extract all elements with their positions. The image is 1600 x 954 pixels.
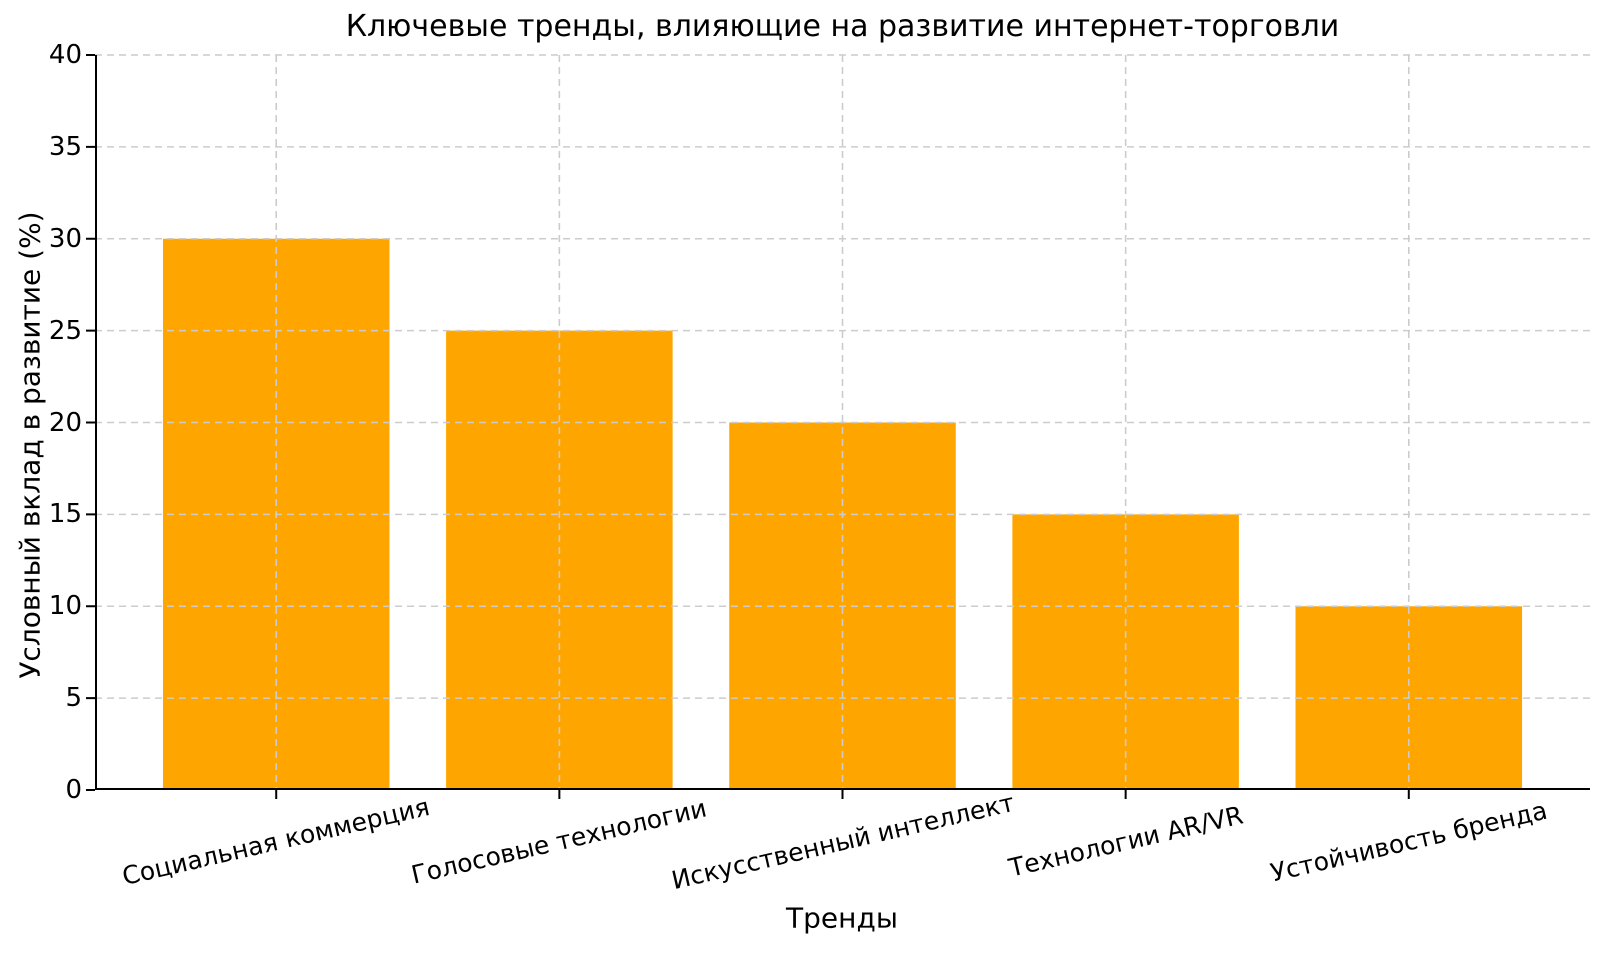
y-tick-label-20: 20 (48, 407, 82, 438)
plot-area (86, 54, 1590, 799)
y-tick-label-35: 35 (48, 131, 82, 162)
x-tick-label-1: Голосовые технологии (408, 793, 710, 890)
chart-title: Ключевые тренды, влияющие на развитие ин… (345, 9, 1340, 44)
y-tick-label-10: 10 (48, 591, 82, 622)
y-tick-label-0: 0 (65, 775, 82, 805)
y-tick-label-30: 30 (48, 223, 82, 254)
x-tick-label-3: Технологии AR/VR (1005, 800, 1246, 883)
x-axis-label: Тренды (786, 901, 898, 935)
y-tick-label-5: 5 (65, 683, 82, 714)
y-tick-label-15: 15 (48, 499, 82, 530)
y-tick-label-25: 25 (48, 315, 82, 346)
x-tick-label-0: Социальная коммерция (119, 792, 433, 892)
bar-3 (1012, 514, 1239, 790)
plot-canvas (86, 54, 1590, 799)
x-tick-label-4: Устойчивость бренда (1267, 795, 1550, 888)
x-tick-label-2: Искусственный интеллект (668, 787, 1017, 896)
y-tick-label-40: 40 (48, 40, 82, 70)
